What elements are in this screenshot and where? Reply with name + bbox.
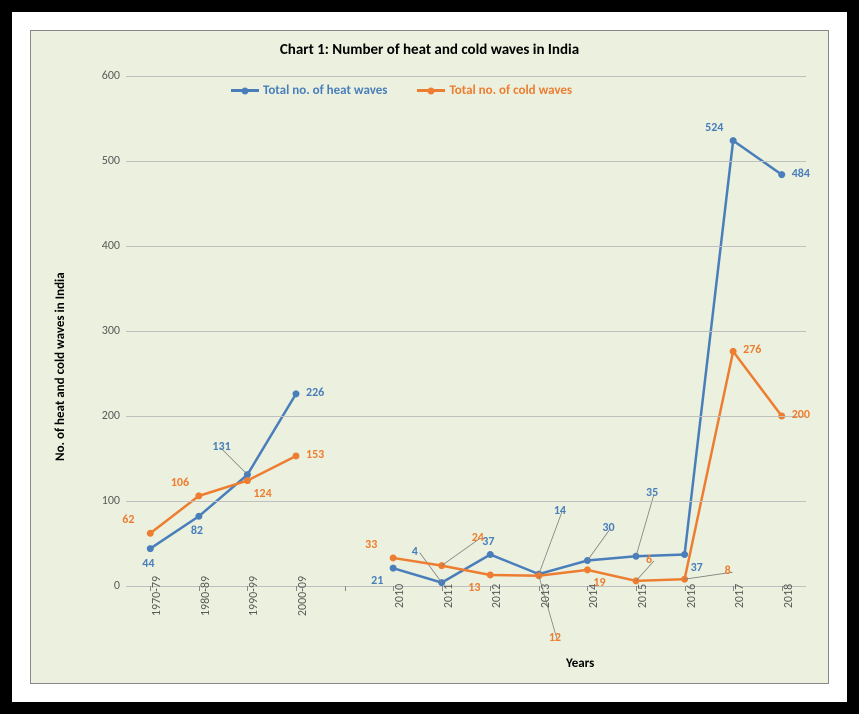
y-tick-label: 500 <box>102 154 120 168</box>
data-marker <box>147 545 154 552</box>
data-label: 37 <box>691 561 703 575</box>
data-marker <box>195 492 202 499</box>
data-label: 124 <box>253 487 271 501</box>
plot-area: 01002003004005006001970-791980-891990-99… <box>126 76 806 586</box>
data-label: 21 <box>371 574 383 588</box>
gridline <box>126 246 806 247</box>
data-label: 24 <box>472 531 484 545</box>
x-axis-title: Years <box>566 656 594 671</box>
data-label: 6 <box>646 553 652 567</box>
data-label: 44 <box>142 557 154 571</box>
data-label: 524 <box>705 121 723 135</box>
x-tick-label: 2011 <box>442 584 456 608</box>
data-label: 19 <box>593 576 605 590</box>
gridline <box>126 76 806 77</box>
gridline <box>126 501 806 502</box>
data-marker <box>487 571 494 578</box>
data-marker <box>778 171 785 178</box>
chart-inner-frame: Chart 1: Number of heat and cold waves i… <box>30 30 829 684</box>
x-tick-label: 1980-89 <box>199 576 213 616</box>
data-label: 37 <box>482 535 494 549</box>
data-label: 153 <box>306 448 324 462</box>
series-line <box>393 351 782 581</box>
gridline <box>126 586 806 587</box>
x-tick-mark <box>345 586 346 591</box>
gridline <box>126 161 806 162</box>
x-tick-label: 1970-79 <box>150 576 164 616</box>
y-tick-label: 600 <box>102 69 120 83</box>
x-tick-label: 2017 <box>733 584 747 608</box>
data-label: 30 <box>602 521 614 535</box>
x-tick-label: 2016 <box>685 584 699 608</box>
chart-title: Chart 1: Number of heat and cold waves i… <box>31 41 828 59</box>
data-marker <box>730 348 737 355</box>
x-tick-label: 2000-09 <box>296 576 310 616</box>
x-tick-label: 2010 <box>393 584 407 608</box>
y-tick-label: 100 <box>102 494 120 508</box>
data-label: 200 <box>792 408 810 422</box>
data-label: 82 <box>191 524 203 538</box>
y-tick-label: 300 <box>102 324 120 338</box>
data-marker <box>195 513 202 520</box>
data-marker <box>147 530 154 537</box>
x-tick-label: 1990-99 <box>247 576 261 616</box>
x-tick-label: 2015 <box>636 584 650 608</box>
data-marker <box>584 566 591 573</box>
y-tick-label: 400 <box>102 239 120 253</box>
y-axis-title: No. of heat and cold waves in India <box>53 272 68 461</box>
series-line <box>150 394 296 549</box>
data-marker <box>390 565 397 572</box>
data-marker <box>390 554 397 561</box>
data-label: 8 <box>725 564 731 578</box>
data-marker <box>681 551 688 558</box>
data-marker <box>487 551 494 558</box>
data-label: 226 <box>306 386 324 400</box>
y-tick-label: 200 <box>102 409 120 423</box>
data-marker <box>244 477 251 484</box>
leader-line <box>539 512 562 574</box>
data-label: 276 <box>743 343 761 357</box>
gridline <box>126 331 806 332</box>
chart-outer-frame: Chart 1: Number of heat and cold waves i… <box>0 0 859 714</box>
data-label: 14 <box>554 504 566 518</box>
data-label: 484 <box>792 167 810 181</box>
data-label: 62 <box>122 513 134 527</box>
x-tick-label: 2018 <box>782 584 796 608</box>
x-tick-label: 2013 <box>539 584 553 608</box>
data-label: 13 <box>468 581 480 595</box>
x-tick-label: 2012 <box>490 584 504 608</box>
data-label: 4 <box>412 545 418 559</box>
data-marker <box>730 137 737 144</box>
series-line <box>393 141 782 583</box>
leader-line <box>636 494 654 556</box>
data-label: 12 <box>549 631 561 645</box>
data-label: 33 <box>365 538 377 552</box>
gridline <box>126 416 806 417</box>
data-marker <box>293 390 300 397</box>
data-label: 131 <box>212 440 230 454</box>
data-label: 35 <box>646 486 658 500</box>
y-tick-label: 0 <box>114 579 120 593</box>
data-marker <box>293 452 300 459</box>
data-label: 106 <box>171 476 189 490</box>
